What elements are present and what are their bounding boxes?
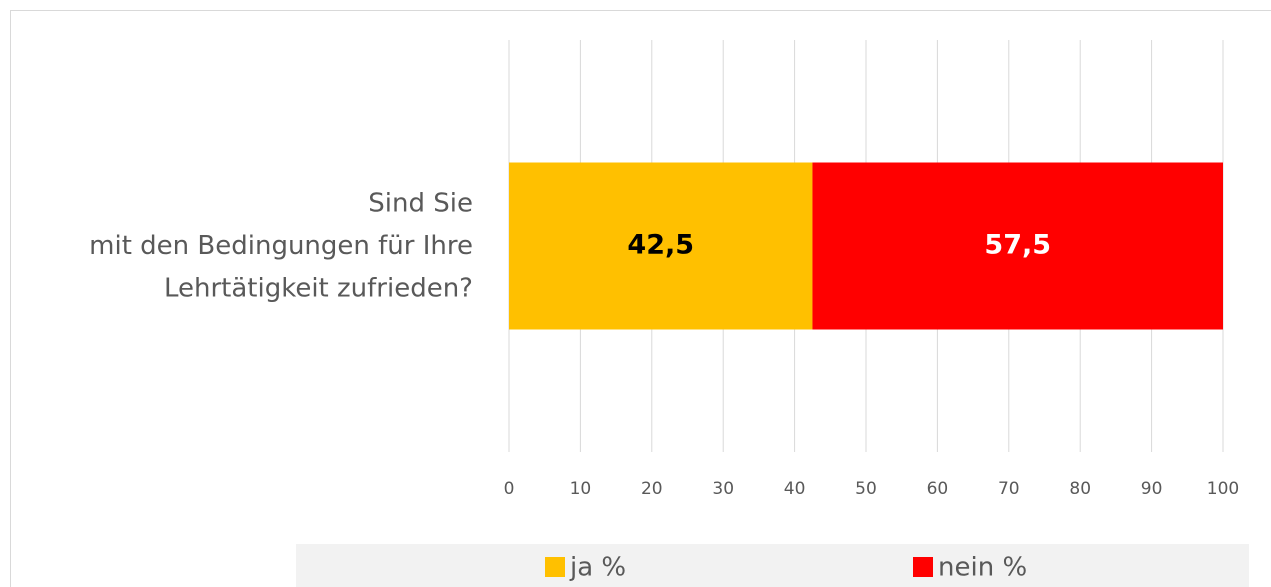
x-tick-label: 80 (1069, 479, 1091, 499)
x-tick-label: 70 (998, 479, 1020, 499)
x-tick-label: 60 (927, 479, 949, 499)
x-tick-label: 100 (1207, 479, 1239, 499)
data-label: 42,5 (627, 230, 694, 261)
data-label: 57,5 (984, 230, 1051, 261)
bar (812, 162, 1223, 330)
legend-label: nein % (938, 553, 1027, 583)
x-tick-label: 0 (504, 479, 515, 499)
x-tick-label: 40 (784, 479, 806, 499)
chart-border (10, 10, 1271, 587)
x-tick-label: 30 (712, 479, 734, 499)
x-tick-label: 90 (1141, 479, 1163, 499)
legend-swatch (913, 557, 933, 577)
y-tick-label: Sind Sie mit den Bedingungen für Ihre Lehr… (89, 188, 473, 303)
x-tick-label: 20 (641, 479, 663, 499)
bar (509, 162, 813, 330)
legend-swatch (545, 557, 565, 577)
x-tick-label: 50 (855, 479, 877, 499)
legend-label: ja % (569, 553, 626, 583)
legend-box (296, 544, 1249, 587)
x-tick-label: 10 (570, 479, 592, 499)
